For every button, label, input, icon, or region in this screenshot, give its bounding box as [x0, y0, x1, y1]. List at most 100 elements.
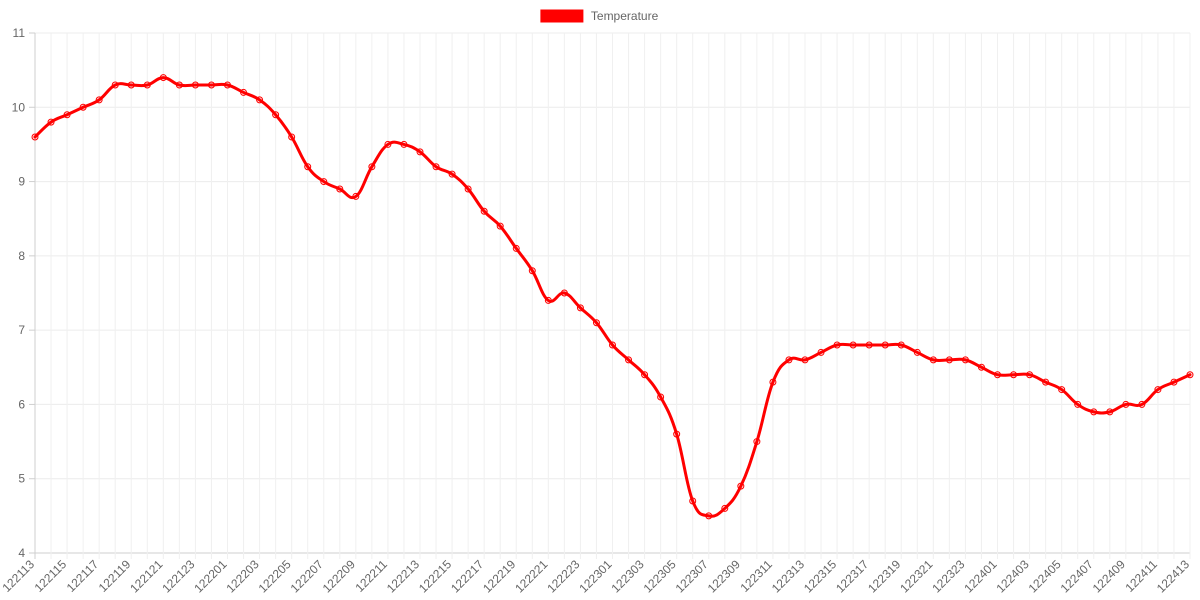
- data-point[interactable]: [1106, 408, 1114, 416]
- data-point[interactable]: [496, 222, 504, 230]
- data-point[interactable]: [1138, 400, 1146, 408]
- x-tick-label: 122205: [256, 557, 294, 595]
- data-point[interactable]: [1074, 400, 1082, 408]
- data-point[interactable]: [288, 133, 296, 141]
- x-tick-label: 122123: [159, 557, 197, 595]
- data-point[interactable]: [400, 140, 408, 148]
- x-tick-label: 122405: [1026, 557, 1064, 595]
- data-point[interactable]: [833, 341, 841, 349]
- x-tick-label: 122403: [993, 557, 1031, 595]
- data-point[interactable]: [689, 497, 697, 505]
- x-tick-label: 122203: [223, 557, 261, 595]
- data-point[interactable]: [95, 96, 103, 104]
- data-point[interactable]: [224, 81, 231, 89]
- data-point[interactable]: [384, 140, 392, 148]
- data-point[interactable]: [961, 356, 969, 364]
- data-point[interactable]: [801, 356, 809, 364]
- x-tick-label: 122211: [352, 557, 390, 595]
- data-point[interactable]: [737, 482, 745, 490]
- data-point[interactable]: [111, 81, 119, 89]
- x-tick-label: 122209: [320, 557, 358, 595]
- data-point[interactable]: [769, 378, 777, 386]
- data-point[interactable]: [207, 81, 215, 89]
- data-point[interactable]: [1154, 386, 1162, 394]
- x-tick-label: 122407: [1058, 557, 1096, 595]
- data-point[interactable]: [913, 348, 921, 356]
- data-point[interactable]: [865, 341, 873, 349]
- x-tick-label: 122303: [608, 557, 646, 595]
- data-point[interactable]: [1010, 371, 1018, 379]
- data-point[interactable]: [464, 185, 472, 193]
- legend-swatch-temperature[interactable]: [540, 9, 584, 23]
- x-tick-label: 122115: [32, 557, 70, 595]
- data-point[interactable]: [560, 289, 568, 297]
- data-point[interactable]: [368, 163, 376, 171]
- data-point[interactable]: [673, 430, 681, 438]
- data-point[interactable]: [352, 192, 360, 200]
- x-tick-label: 122315: [801, 557, 839, 595]
- data-point[interactable]: [159, 74, 167, 82]
- x-tick-label: 122219: [480, 557, 518, 595]
- x-tick-label: 122215: [416, 557, 454, 595]
- data-point[interactable]: [1042, 378, 1050, 386]
- data-point[interactable]: [897, 341, 905, 349]
- legend-label-temperature[interactable]: Temperature: [591, 9, 659, 23]
- data-point[interactable]: [336, 185, 344, 193]
- data-point[interactable]: [657, 393, 665, 401]
- data-point[interactable]: [544, 296, 552, 304]
- data-point[interactable]: [945, 356, 953, 364]
- data-point[interactable]: [63, 111, 71, 119]
- data-point[interactable]: [143, 81, 151, 89]
- x-tick-label: 122313: [769, 557, 807, 595]
- data-point[interactable]: [977, 363, 985, 371]
- data-point[interactable]: [1090, 408, 1098, 416]
- data-point[interactable]: [1026, 371, 1034, 379]
- data-point[interactable]: [256, 96, 264, 104]
- data-point[interactable]: [721, 504, 729, 512]
- data-point[interactable]: [929, 356, 937, 364]
- data-point[interactable]: [448, 170, 456, 178]
- data-point[interactable]: [609, 341, 616, 349]
- x-tick-label: 122307: [673, 557, 711, 595]
- x-tick-label: 122217: [448, 557, 486, 595]
- data-point[interactable]: [576, 304, 584, 312]
- data-point[interactable]: [1186, 371, 1194, 379]
- x-tick-label: 122305: [641, 557, 679, 595]
- data-point[interactable]: [31, 133, 39, 141]
- data-point[interactable]: [480, 207, 488, 215]
- x-tick-label: 122323: [929, 557, 967, 595]
- data-point[interactable]: [625, 356, 633, 364]
- data-point[interactable]: [1122, 400, 1130, 408]
- data-point[interactable]: [817, 348, 825, 356]
- data-point[interactable]: [512, 244, 520, 252]
- data-point[interactable]: [528, 267, 536, 275]
- data-point[interactable]: [47, 118, 55, 126]
- data-point[interactable]: [304, 163, 312, 171]
- x-tick-label: 122311: [737, 557, 775, 595]
- data-point[interactable]: [592, 319, 600, 327]
- x-tick-label: 122321: [897, 557, 935, 595]
- data-point[interactable]: [416, 148, 424, 156]
- data-point[interactable]: [240, 88, 248, 96]
- data-point[interactable]: [753, 438, 761, 446]
- data-point[interactable]: [320, 178, 328, 186]
- data-point[interactable]: [127, 81, 135, 89]
- x-tick-label: 122309: [705, 557, 743, 595]
- data-point[interactable]: [79, 103, 87, 111]
- data-point[interactable]: [175, 81, 183, 89]
- x-tick-label: 122207: [288, 557, 326, 595]
- data-point[interactable]: [705, 512, 713, 520]
- x-tick-label: 122119: [96, 557, 134, 595]
- y-tick-label: 11: [13, 26, 26, 40]
- data-point[interactable]: [1058, 386, 1066, 394]
- data-point[interactable]: [641, 371, 649, 379]
- data-point[interactable]: [849, 341, 857, 349]
- data-point[interactable]: [1170, 378, 1178, 386]
- data-point[interactable]: [272, 111, 280, 119]
- data-point[interactable]: [881, 341, 889, 349]
- data-point[interactable]: [994, 371, 1001, 379]
- data-point[interactable]: [785, 356, 793, 364]
- data-point[interactable]: [432, 163, 440, 171]
- legend[interactable]: Temperature: [540, 9, 659, 23]
- data-point[interactable]: [191, 81, 199, 89]
